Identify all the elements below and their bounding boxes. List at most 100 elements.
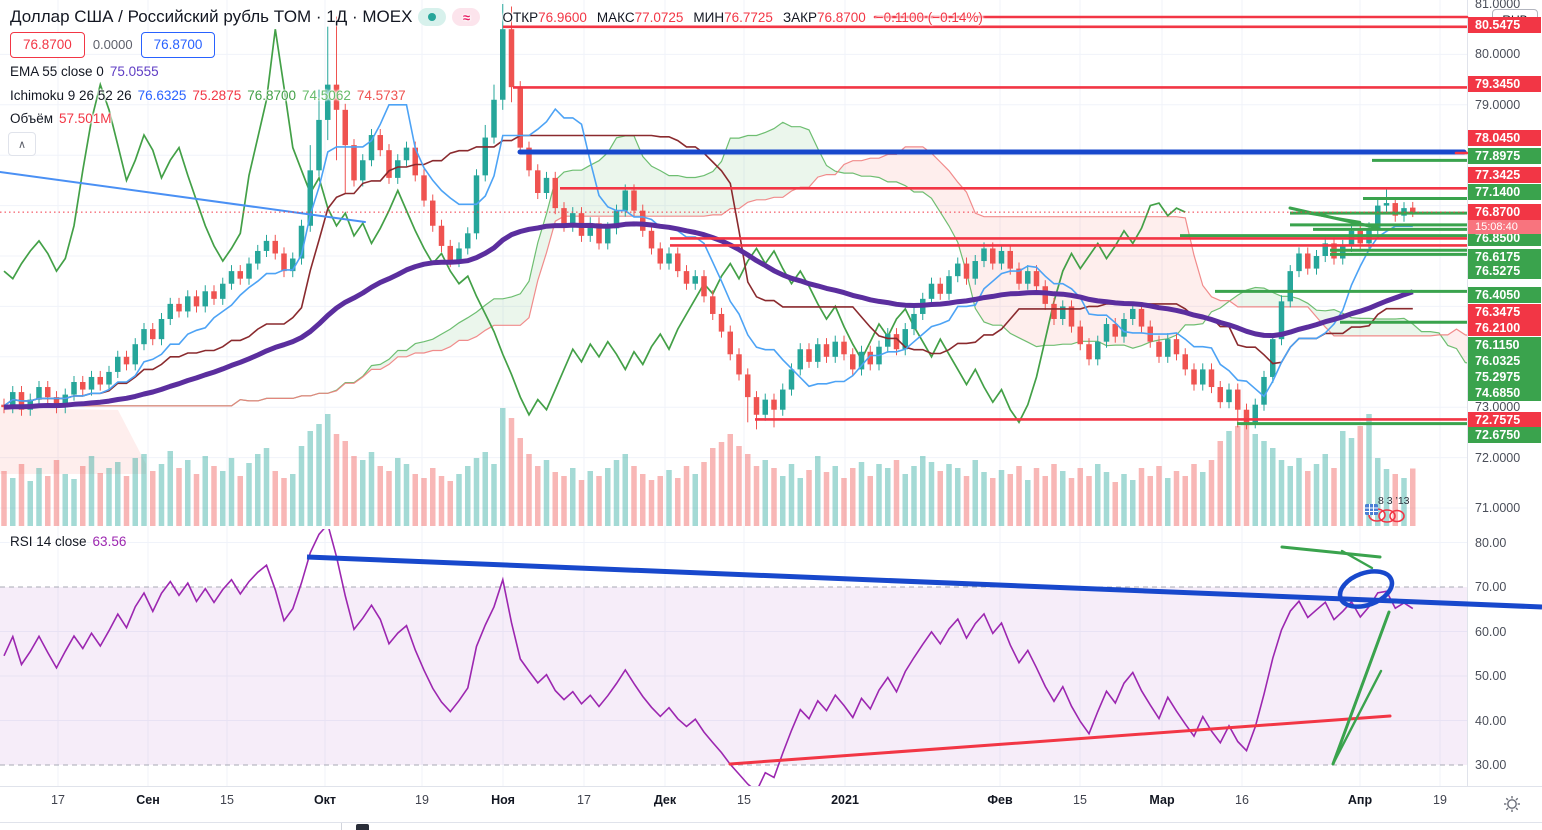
time-axis-label: Фев [987,793,1013,807]
price-level-label: 77.1400 [1468,184,1541,200]
ichimoku-lagging-value: 76.8700 [247,88,297,103]
time-axis-label: 15 [1073,793,1087,807]
high-value: 77.0725 [634,9,684,25]
axis-settings-icon[interactable] [1498,790,1526,818]
buy-button[interactable]: 76.8700 [140,31,216,58]
ema-legend-value: 75.0555 [109,64,159,79]
symbol-header: Доллар США / Российский рубль TOM · 1Д ·… [10,6,983,28]
price-level-label: 76.2100 [1468,320,1541,336]
legend-collapse-button[interactable]: ∧ [8,132,36,156]
volume-legend-title[interactable]: Объём [10,111,54,126]
rsi-panel [0,529,1467,786]
volume-legend: Объём 57.501M [10,111,112,126]
price-level-label: 76.0325 [1468,353,1541,369]
ichimoku-conversion-value: 76.6325 [137,88,187,103]
sell-button[interactable]: 76.8700 [10,31,85,58]
rsi-axis-label: 50.00 [1475,669,1507,683]
bottom-toolbar-partial [0,822,1542,830]
time-axis-label: Сен [136,793,160,807]
price-level-label: 78.0450 [1468,130,1541,146]
price-level-label: 80.5475 [1468,17,1541,33]
ichimoku-base-value: 75.2875 [192,88,242,103]
rsi-legend-value: 63.56 [92,534,127,549]
time-axis-label: Апр [1347,793,1373,807]
price-level-label: 77.3425 [1468,167,1541,183]
watermark-text: 8 3 ’13 [1378,495,1410,507]
price-axis-label: 73.0000 [1475,400,1521,415]
rsi-ellipse-annotation[interactable] [1335,565,1397,614]
time-axis-label: 15 [220,793,234,807]
time-axis-label: 17 [577,793,591,807]
time-axis-label: Окт [313,793,337,807]
time-axis-label: 2021 [831,793,859,807]
candlestick-series[interactable] [1,4,1416,430]
symbol-title[interactable]: Доллар США / Российский рубль TOM · 1Д ·… [10,7,413,26]
support-resistance-lines[interactable] [503,25,1467,426]
price-level-label: 72.6750 [1468,427,1541,443]
approx-price-icon: ≈ [452,8,481,26]
indicator-lines [3,104,1414,410]
volume-legend-value: 57.501M [59,111,112,126]
rsi-axis-label: 80.00 [1475,535,1507,550]
ichimoku-cloud [0,121,1467,474]
market-status-icon [418,8,447,26]
quote-buttons: 76.8700 0.0000 76.8700 [10,31,216,58]
ichimoku-lead2-value: 74.5737 [356,88,406,103]
change-value: −0.1100 (−0.14%) [875,9,983,25]
price-level-label: 75.2975 [1468,369,1541,385]
time-axis-label: 19 [1433,793,1447,807]
price-level-label: 74.6850 [1468,385,1541,401]
rsi-legend-title[interactable]: RSI 14 close [10,534,87,549]
open-value: 76.9600 [538,9,587,25]
time-axis-label: 16 [1235,793,1249,807]
price-level-label: 79.3450 [1468,76,1541,92]
time-axis-label: 17 [51,793,65,807]
price-axis-label: 71.0000 [1475,501,1521,515]
rsi-axis-label: 40.00 [1475,713,1507,728]
ema-legend: EMA 55 close 0 75.0555 [10,64,159,79]
rsi-line [3,529,1414,786]
main-panel-drawings[interactable] [0,15,1469,230]
time-axis-label: 15 [737,793,751,807]
price-level-label: 76.3475 [1468,304,1541,320]
bottom-toolbar-divider [341,823,342,830]
ichimoku-legend: Ichimoku 9 26 52 26 76.6325 75.2875 76.8… [10,88,406,103]
close-value: 76.8700 [816,9,866,25]
low-value: 76.7725 [724,9,773,25]
price-axis-label: 80.0000 [1475,47,1521,62]
price-level-label: 76.6175 [1468,249,1541,265]
price-axis-label: 81.0000 [1475,0,1521,11]
time-axis-label: Ноя [491,793,515,807]
rsi-trendline[interactable] [306,554,1542,610]
calendar-icon[interactable] [356,824,369,830]
price-level-label: 76.5275 [1468,263,1541,279]
ema-legend-title[interactable]: EMA 55 close 0 [10,64,104,79]
chevron-up-icon: ∧ [17,138,27,151]
rsi-axis-label: 60.00 [1475,624,1507,639]
time-axis[interactable] [0,786,1542,823]
gridlines [0,0,1467,786]
price-level-label: 77.8975 [1468,148,1541,164]
rsi-legend: RSI 14 close 63.56 [10,534,126,549]
price-level-label: 76.1150 [1468,337,1541,353]
spread-value: 0.0000 [92,37,133,52]
rsi-axis-label: 70.00 [1475,580,1507,594]
ichimoku-lead1-value: 74.5062 [302,88,351,103]
time-axis-label: Дек [653,793,677,807]
current-price-label: 76.8700 [1468,204,1541,221]
moex-logo-watermark: 8 3 ’13 [1364,495,1424,525]
price-level-label: 76.4050 [1468,287,1541,303]
ohlc-values: ОТКР76.9600 МАКС77.0725 МИН76.7725 ЗАКР7… [502,9,983,25]
bar-countdown-label: 15:08:40 [1468,220,1541,235]
price-axis-label: 72.0000 [1475,450,1521,465]
rsi-axis-label: 30.00 [1475,758,1507,772]
ema-line [3,221,1414,410]
price-axis-label: 79.0000 [1475,97,1521,112]
time-axis-label: 19 [415,793,429,807]
volume-series [1,408,1416,526]
ichimoku-legend-title[interactable]: Ichimoku 9 26 52 26 [10,88,132,103]
price-level-label: 72.7575 [1468,412,1541,428]
time-axis-label: Мар [1149,793,1175,807]
